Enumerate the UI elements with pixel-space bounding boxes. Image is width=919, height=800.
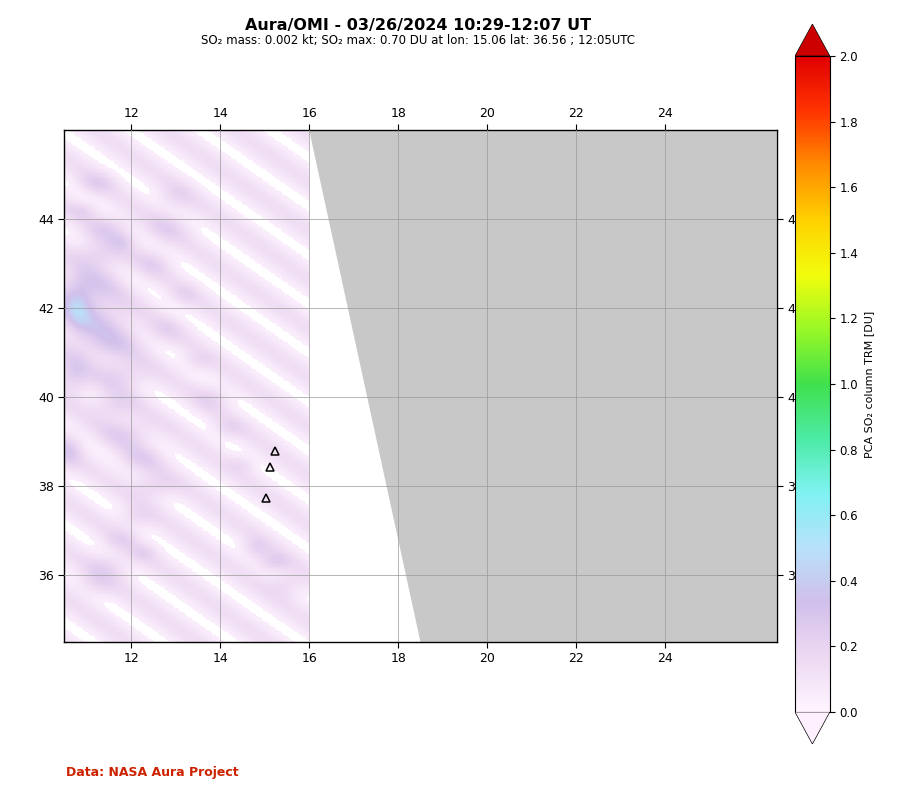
Text: SO₂ mass: 0.002 kt; SO₂ max: 0.70 DU at lon: 15.06 lat: 36.56 ; 12:05UTC: SO₂ mass: 0.002 kt; SO₂ max: 0.70 DU at … [201, 34, 635, 47]
Polygon shape [795, 24, 830, 56]
Polygon shape [309, 130, 777, 642]
Text: Aura/OMI - 03/26/2024 10:29-12:07 UT: Aura/OMI - 03/26/2024 10:29-12:07 UT [245, 18, 591, 33]
Polygon shape [795, 712, 830, 744]
Text: Data: NASA Aura Project: Data: NASA Aura Project [66, 766, 239, 779]
Y-axis label: PCA SO₂ column TRM [DU]: PCA SO₂ column TRM [DU] [864, 310, 874, 458]
